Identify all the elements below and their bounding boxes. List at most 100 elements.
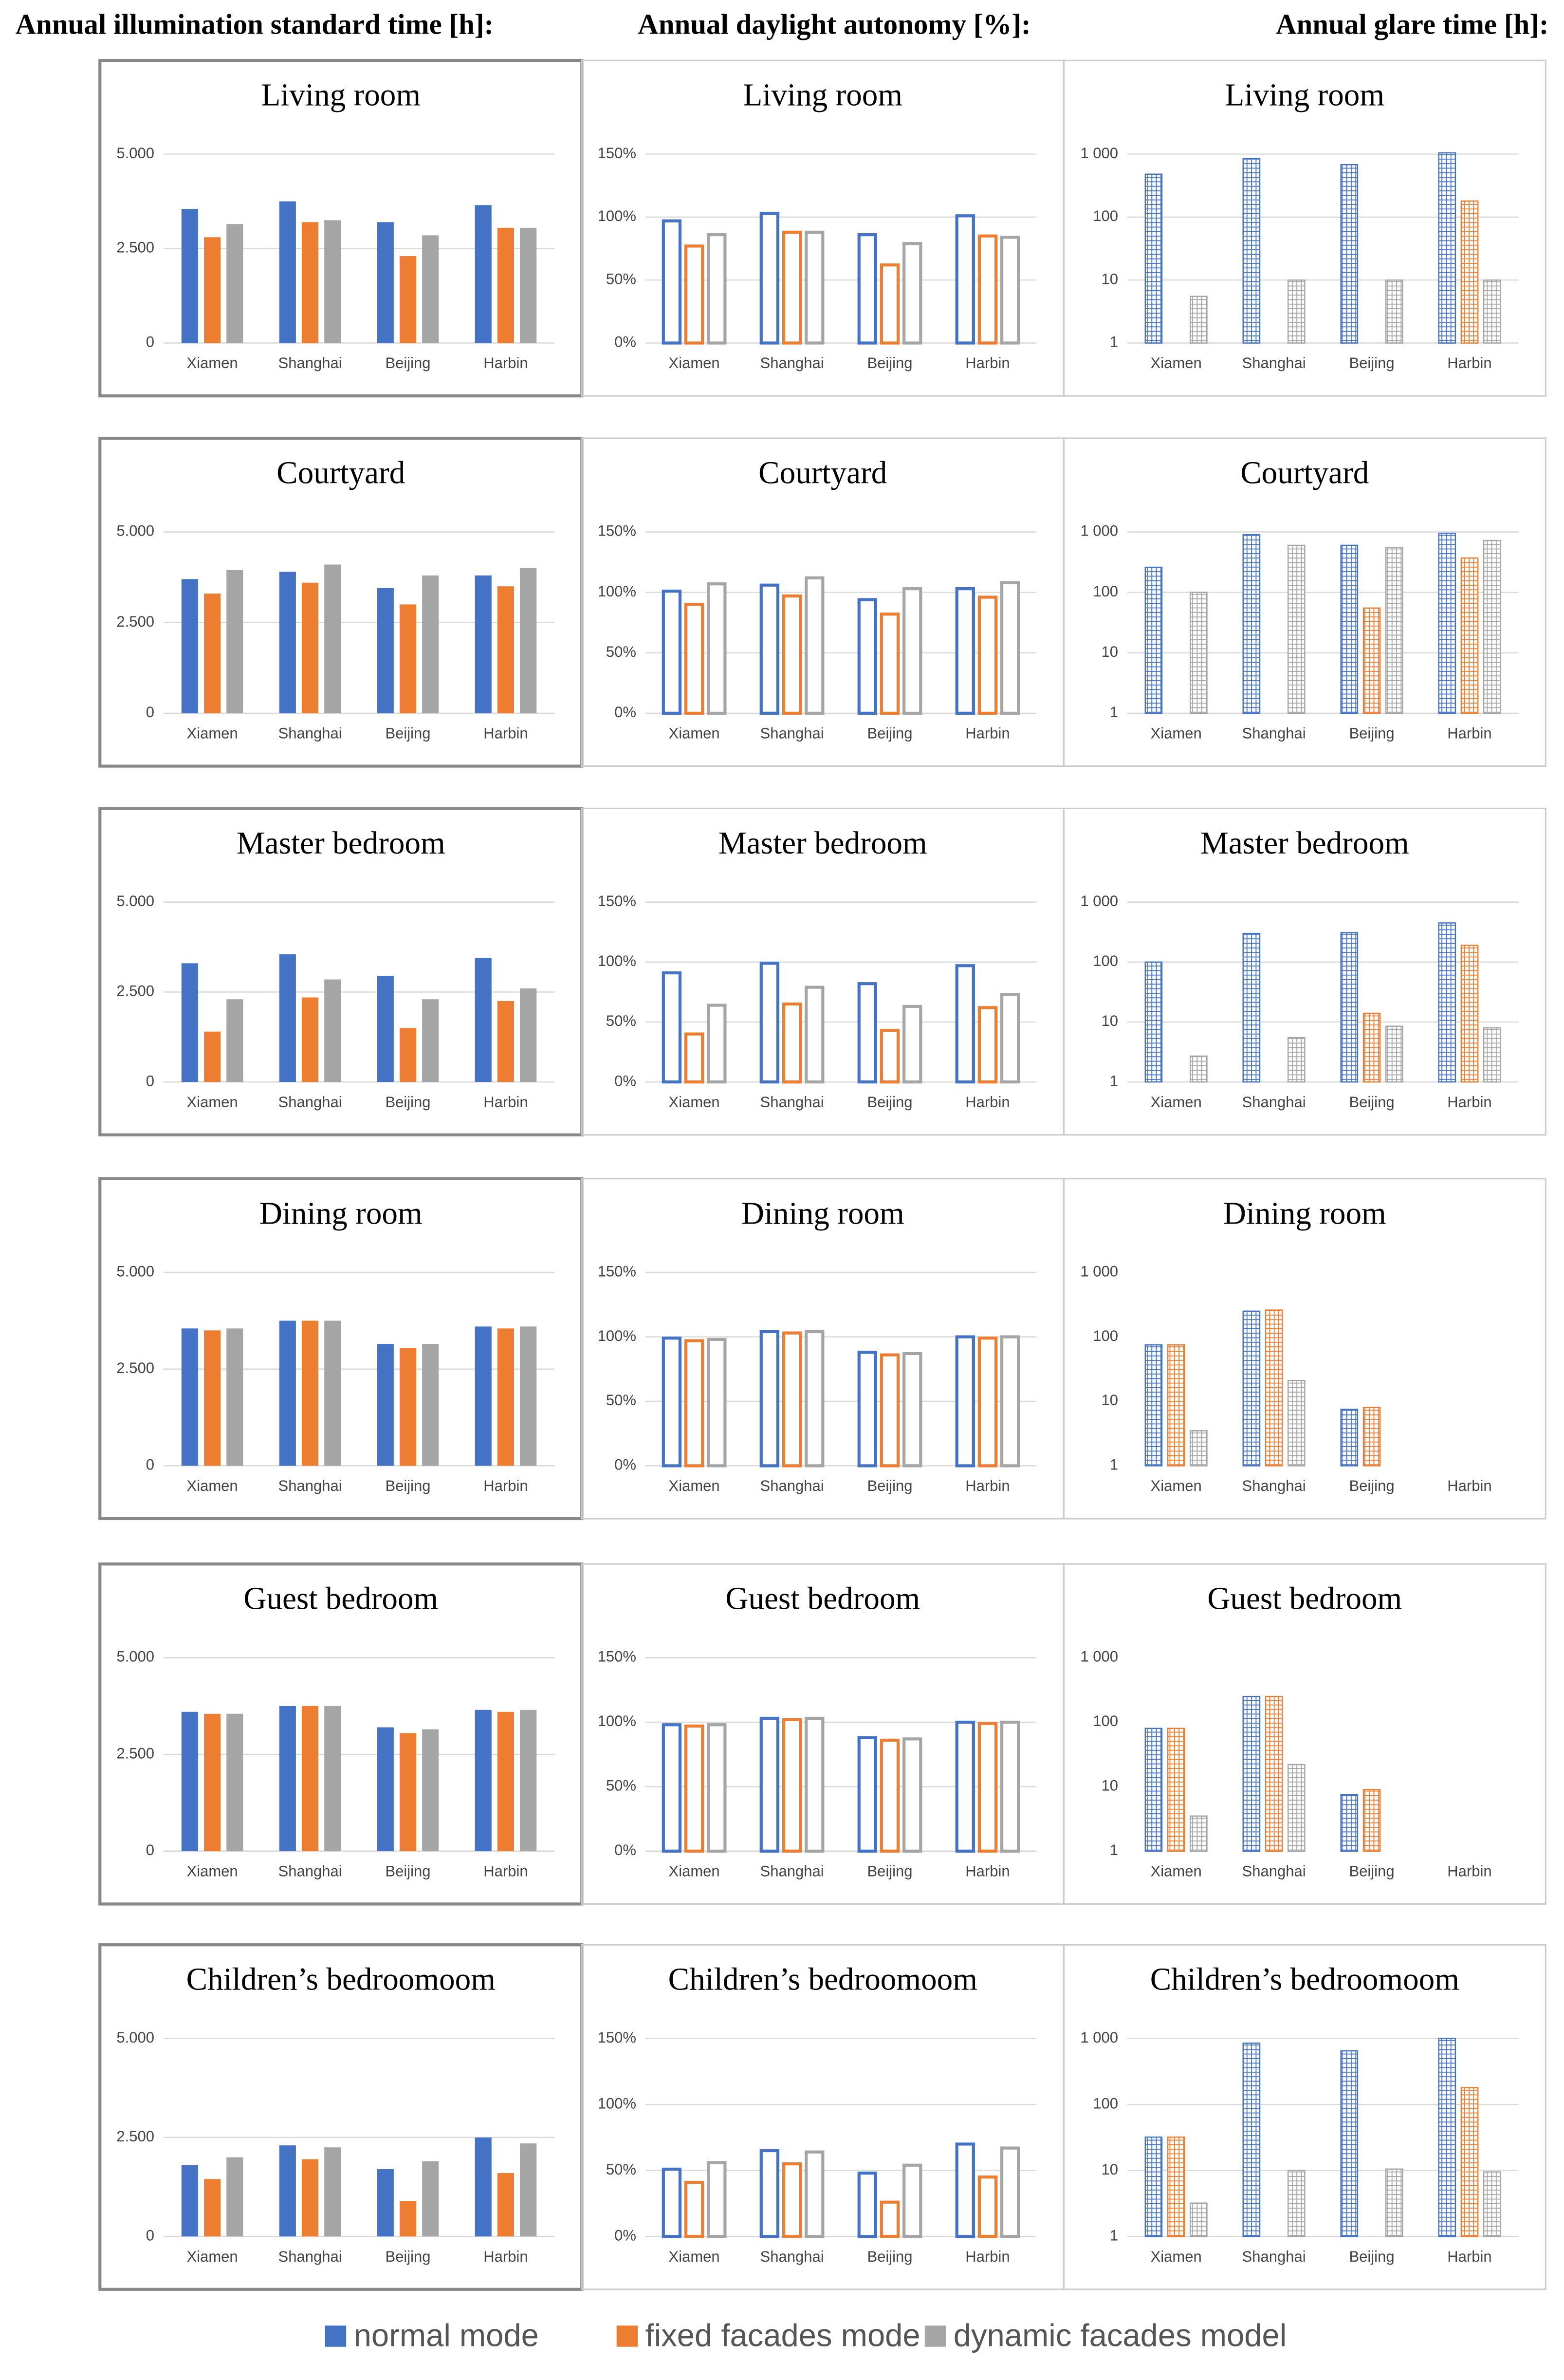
bar — [1287, 544, 1306, 714]
bar — [226, 2157, 243, 2237]
panel-border — [1063, 437, 1546, 767]
chart-title: Living room — [743, 78, 903, 113]
y-tick-label: 0 — [146, 334, 154, 351]
legend-swatch — [325, 2325, 347, 2347]
bar — [301, 997, 319, 1082]
bar — [1144, 961, 1163, 1083]
bar — [1265, 1309, 1283, 1467]
bar — [279, 2145, 296, 2237]
y-tick-label: 10 — [1102, 1392, 1119, 1409]
bar — [301, 2159, 319, 2237]
bar — [475, 2137, 492, 2237]
bar — [902, 587, 922, 715]
bar — [759, 1716, 780, 1853]
chart-title: Living room — [1225, 78, 1385, 113]
y-tick-label: 150% — [598, 1648, 636, 1665]
bar — [1190, 1815, 1208, 1852]
y-tick-label: 100 — [1093, 207, 1118, 224]
bar — [880, 2200, 900, 2238]
bar — [684, 603, 704, 715]
legend-swatch — [616, 2325, 638, 2347]
bar — [955, 2142, 975, 2238]
bar — [902, 1004, 922, 1084]
x-tick-label: Harbin — [965, 1094, 1010, 1111]
bar — [1190, 296, 1208, 344]
bar — [1340, 544, 1359, 714]
bar — [324, 1320, 341, 1466]
bar — [279, 954, 296, 1082]
bar — [955, 1335, 975, 1468]
bar — [1242, 932, 1261, 1083]
bar — [279, 1320, 296, 1466]
bar — [520, 227, 537, 343]
bar — [475, 1710, 492, 1851]
bar — [782, 1718, 802, 1853]
y-tick-label: 100% — [598, 583, 636, 600]
bar — [1385, 1025, 1403, 1083]
y-tick-label: 0 — [146, 704, 154, 721]
x-tick-label: Shanghai — [760, 1477, 824, 1494]
y-tick-label: 1 — [1110, 2227, 1118, 2244]
bar — [1483, 2171, 1501, 2237]
bar — [377, 588, 394, 713]
y-tick-label: 1 000 — [1080, 1263, 1118, 1280]
bar — [520, 1710, 537, 1851]
bar — [1362, 1012, 1381, 1083]
y-tick-label: 10 — [1102, 2161, 1119, 2178]
legend-swatch — [924, 2325, 946, 2347]
bar — [977, 1337, 998, 1468]
x-tick-label: Xiamen — [187, 1862, 238, 1879]
y-tick-label: 0 — [146, 1456, 154, 1473]
y-tick-label: 5.000 — [116, 892, 154, 910]
bar — [422, 999, 439, 1082]
bar — [324, 220, 341, 343]
bar — [880, 1353, 900, 1468]
bar — [1000, 1720, 1020, 1853]
y-tick-label: 100% — [598, 1327, 636, 1344]
x-tick-label: Harbin — [965, 2248, 1010, 2265]
x-tick-label: Xiamen — [669, 1477, 720, 1494]
x-tick-label: Xiamen — [669, 2248, 720, 2265]
x-tick-label: Harbin — [483, 354, 528, 372]
x-tick-label: Beijing — [385, 1094, 430, 1111]
bar — [1385, 547, 1403, 714]
bar — [782, 230, 802, 345]
bar — [955, 214, 975, 345]
y-tick-label: 1 — [1110, 1456, 1118, 1473]
x-tick-label: Harbin — [965, 1477, 1010, 1494]
panel-border — [1063, 1178, 1546, 1520]
y-tick-label: 50% — [606, 1392, 636, 1409]
bar — [707, 1004, 727, 1084]
x-tick-label: Xiamen — [1151, 725, 1202, 742]
bar — [497, 227, 515, 343]
x-tick-label: Beijing — [1349, 725, 1394, 742]
bar — [1144, 566, 1163, 714]
y-tick-label: 2.500 — [116, 613, 154, 630]
bar — [1000, 2146, 1020, 2238]
bar — [977, 1722, 998, 1853]
bar — [707, 1723, 727, 1853]
bar — [1265, 1696, 1283, 1852]
bar — [684, 2180, 704, 2238]
y-tick-label: 10 — [1102, 643, 1119, 660]
bar — [1242, 158, 1261, 344]
bar — [399, 2200, 417, 2237]
x-tick-label: Beijing — [867, 1477, 912, 1494]
bar — [662, 1337, 682, 1468]
bar — [759, 2149, 780, 2238]
bar — [1242, 2042, 1261, 2237]
bar — [707, 1338, 727, 1468]
bar — [1167, 1344, 1185, 1467]
bar — [324, 564, 341, 713]
x-tick-label: Shanghai — [1242, 1094, 1306, 1111]
y-tick-label: 10 — [1102, 1777, 1119, 1794]
bar — [181, 209, 198, 343]
bar — [204, 2179, 221, 2237]
bar — [902, 242, 922, 345]
bar — [857, 1351, 877, 1468]
y-tick-label: 2.500 — [116, 2128, 154, 2145]
bar — [1438, 152, 1456, 344]
bar — [857, 2171, 877, 2238]
x-tick-label: Xiamen — [187, 1477, 238, 1494]
